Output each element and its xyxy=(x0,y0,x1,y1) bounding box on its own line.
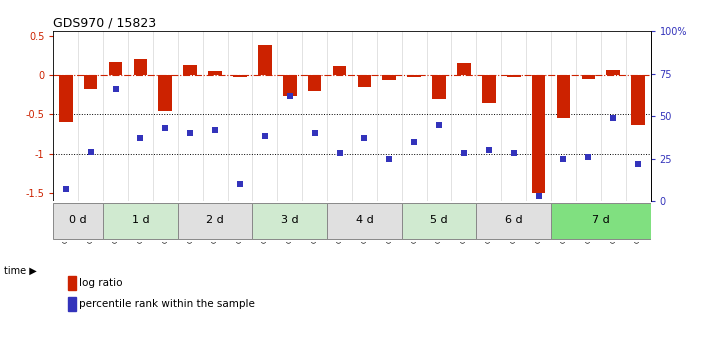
Point xyxy=(85,149,97,155)
Bar xyxy=(507,75,520,78)
Point xyxy=(458,151,469,156)
Bar xyxy=(252,203,327,239)
Point xyxy=(508,151,519,156)
Point xyxy=(533,193,545,199)
Bar xyxy=(84,75,97,89)
Text: time ▶: time ▶ xyxy=(4,266,36,276)
Point xyxy=(433,122,445,127)
Point xyxy=(633,161,644,166)
Point xyxy=(185,130,196,136)
Bar xyxy=(134,59,147,75)
Text: 6 d: 6 d xyxy=(505,216,523,225)
Bar xyxy=(606,70,620,75)
Point xyxy=(384,156,395,161)
Point xyxy=(234,181,246,187)
Bar xyxy=(208,71,222,75)
Bar xyxy=(308,75,321,91)
Text: 1 d: 1 d xyxy=(132,216,149,225)
Text: percentile rank within the sample: percentile rank within the sample xyxy=(79,299,255,308)
Point xyxy=(60,186,71,192)
Bar xyxy=(482,75,496,103)
Text: log ratio: log ratio xyxy=(79,278,122,288)
Point xyxy=(284,93,296,98)
Bar xyxy=(532,75,545,193)
Bar xyxy=(557,75,570,118)
Text: 4 d: 4 d xyxy=(356,216,373,225)
Bar xyxy=(327,203,402,239)
Bar xyxy=(258,45,272,75)
Bar xyxy=(358,75,371,87)
Bar xyxy=(233,75,247,77)
Point xyxy=(358,135,370,141)
Bar xyxy=(551,203,651,239)
Bar xyxy=(283,75,296,96)
Bar xyxy=(178,203,252,239)
Point xyxy=(309,130,320,136)
Bar xyxy=(109,62,122,75)
Bar xyxy=(383,75,396,80)
Bar xyxy=(159,75,172,111)
Point xyxy=(109,86,121,92)
Text: 0 d: 0 d xyxy=(70,216,87,225)
Point xyxy=(483,147,494,153)
Point xyxy=(607,115,619,120)
Point xyxy=(408,139,419,144)
Point xyxy=(557,156,569,161)
Point xyxy=(159,125,171,131)
Point xyxy=(259,134,270,139)
Point xyxy=(583,154,594,160)
Text: 2 d: 2 d xyxy=(206,216,224,225)
Bar xyxy=(59,75,73,122)
Point xyxy=(209,127,220,132)
Bar xyxy=(476,203,551,239)
Bar xyxy=(407,75,421,78)
Point xyxy=(135,135,146,141)
Bar xyxy=(582,75,595,79)
Text: 7 d: 7 d xyxy=(592,216,609,225)
Bar xyxy=(631,75,645,125)
Bar xyxy=(103,203,178,239)
Bar xyxy=(402,203,476,239)
Point xyxy=(333,151,345,156)
Text: GDS970 / 15823: GDS970 / 15823 xyxy=(53,17,156,30)
Bar xyxy=(457,63,471,75)
Bar xyxy=(333,66,346,75)
Bar xyxy=(53,203,103,239)
Text: 3 d: 3 d xyxy=(281,216,299,225)
Bar xyxy=(183,65,197,75)
Bar xyxy=(432,75,446,99)
Text: 5 d: 5 d xyxy=(430,216,448,225)
